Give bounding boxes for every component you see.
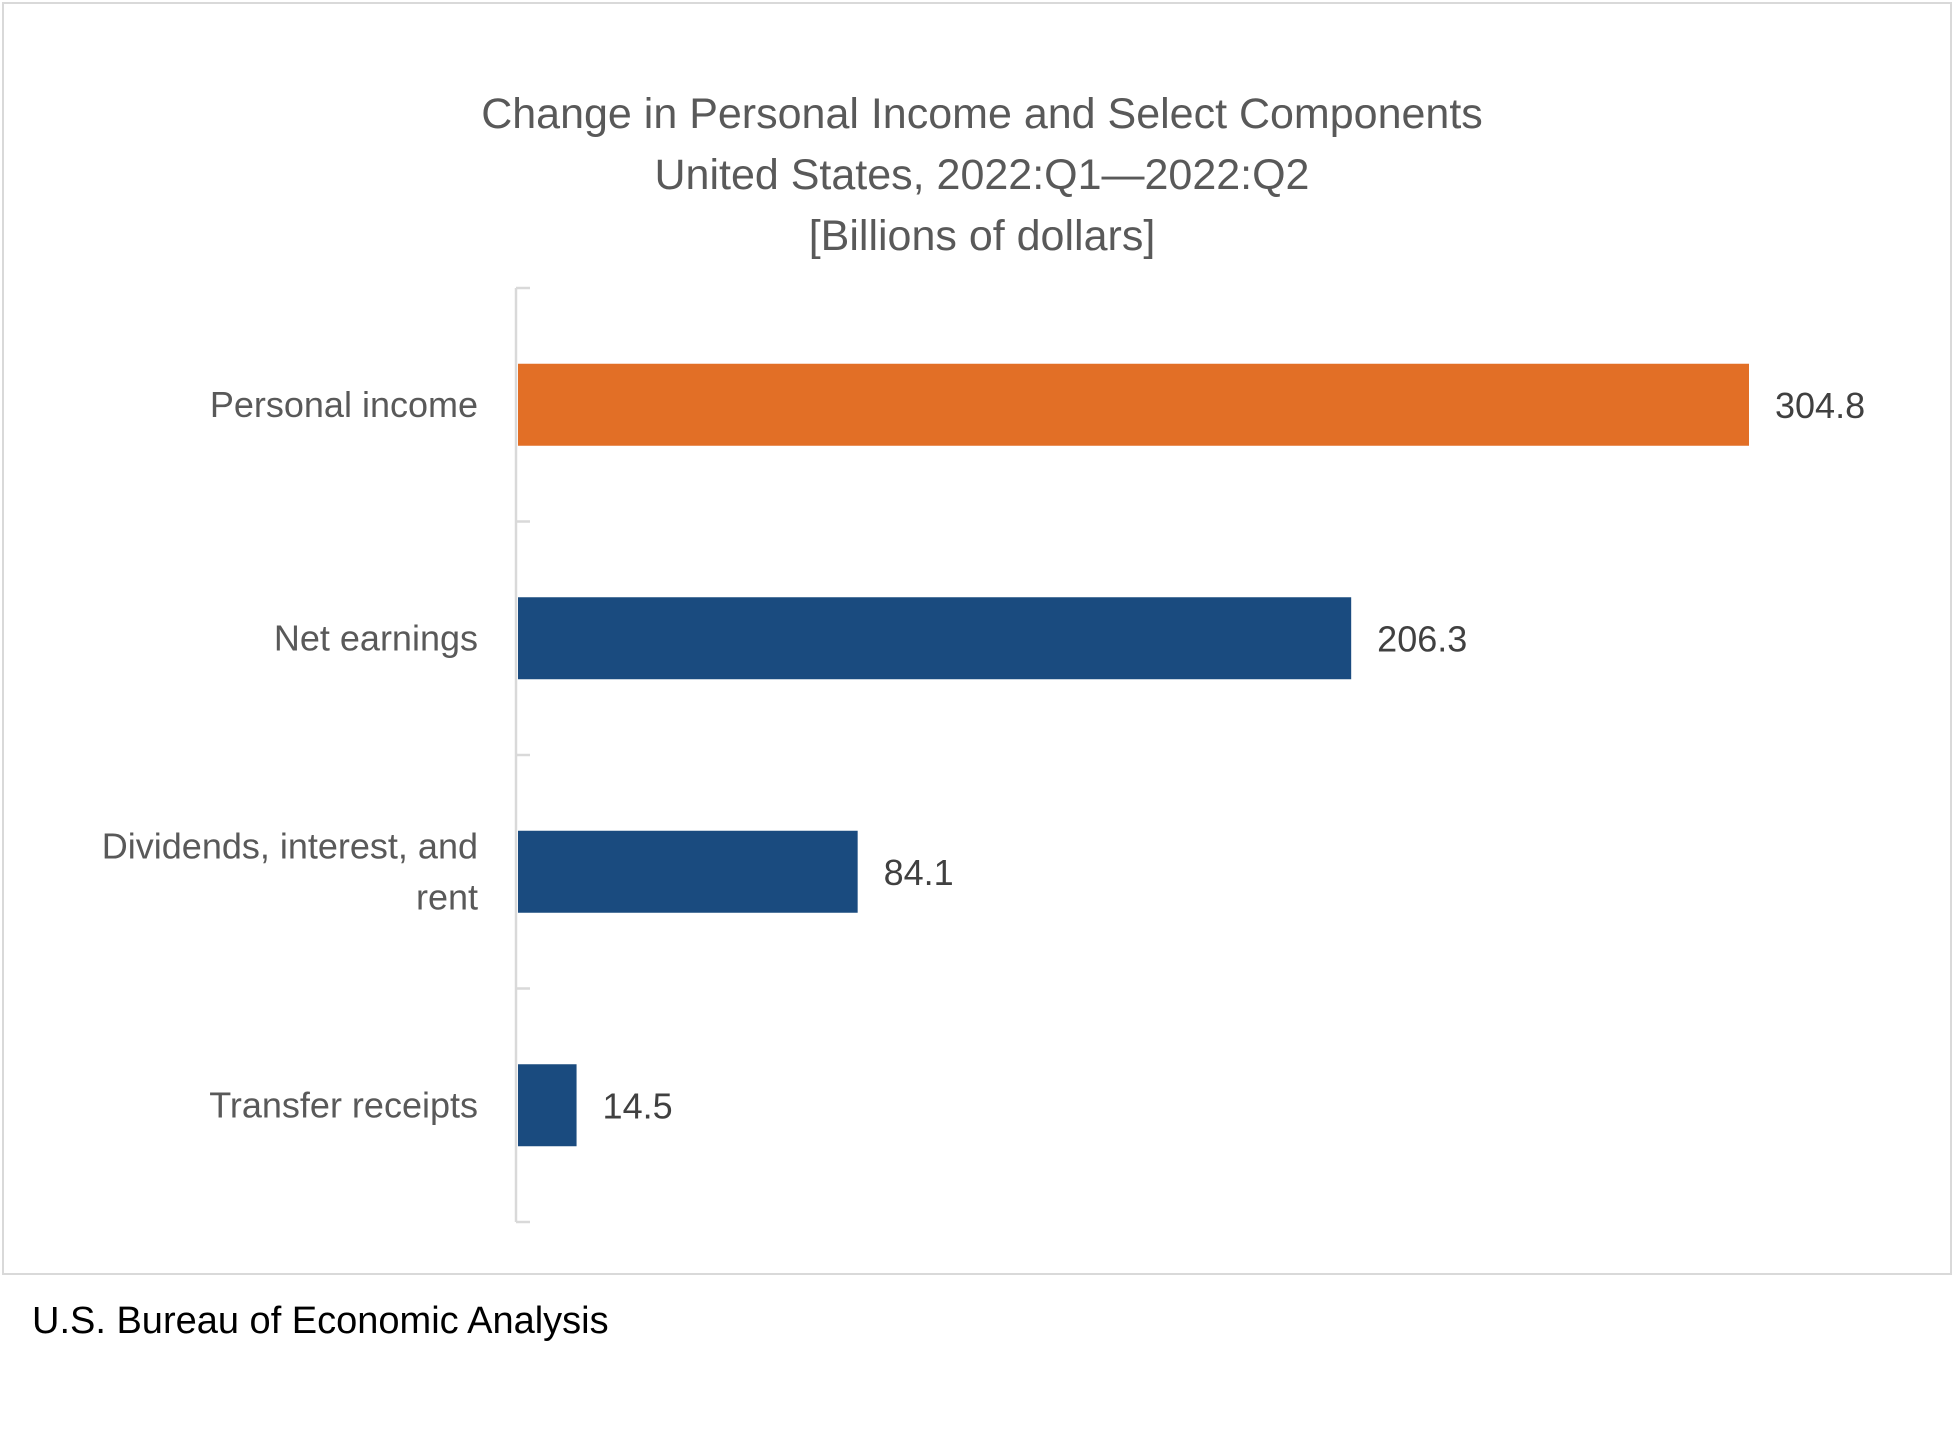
category-axis: Personal income Net earnings Dividends, in…: [102, 286, 530, 1224]
bar: [518, 363, 1749, 446]
category-label: Personal income: [210, 384, 478, 425]
category-label: Dividends, interest, and: [102, 825, 478, 866]
category-label: rent: [416, 876, 478, 917]
chart-title-line: Change in Personal Income and Select Com…: [481, 90, 1483, 138]
bars: 304.8 206.3 84.1 14.5: [518, 363, 1865, 1147]
chart-title-line: [Billions of dollars]: [809, 212, 1156, 260]
bar: [518, 597, 1352, 680]
data-label: 206.3: [1377, 618, 1467, 659]
chart-frame: Change in Personal Income and Select Com…: [2, 2, 1952, 1275]
category-label: Transfer receipts: [209, 1084, 478, 1125]
chart-title: Change in Personal Income and Select Com…: [481, 90, 1483, 260]
bar: [518, 1064, 577, 1147]
bar-chart: Change in Personal Income and Select Com…: [102, 90, 1865, 1224]
bar: [518, 830, 858, 913]
source-note: U.S. Bureau of Economic Analysis: [32, 1300, 609, 1342]
data-label: 84.1: [884, 852, 954, 893]
data-label: 14.5: [603, 1085, 673, 1126]
category-label: Net earnings: [274, 617, 478, 658]
chart-title-line: United States, 2022:Q1—2022:Q2: [655, 151, 1310, 199]
data-label: 304.8: [1775, 385, 1865, 426]
